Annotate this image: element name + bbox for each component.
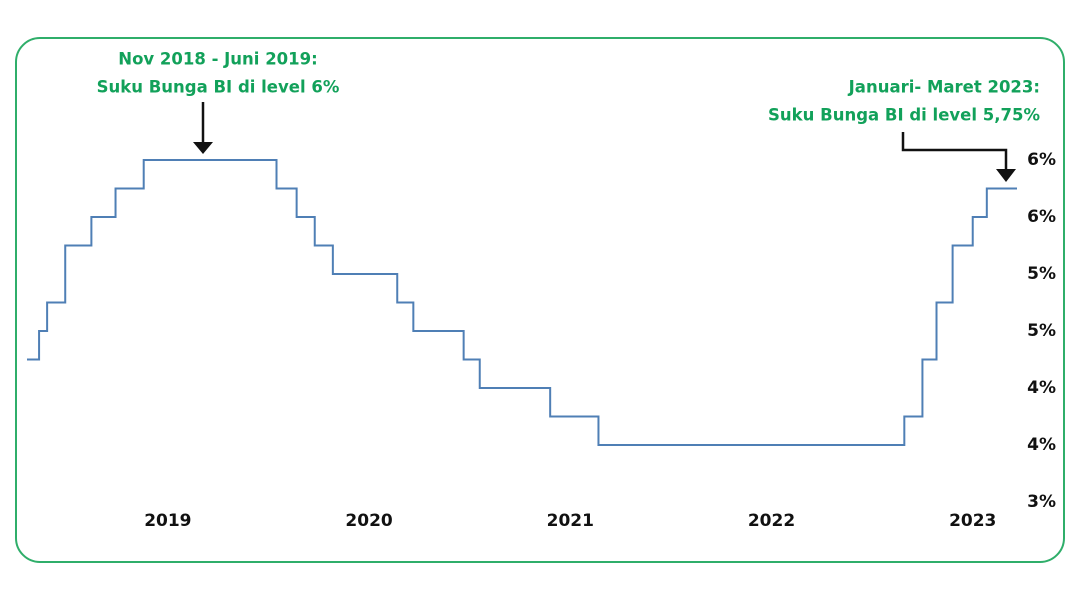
annotation: Nov 2018 - Juni 2019: (118, 50, 317, 69)
x-tick-label: 2023 (949, 511, 996, 531)
x-tick-label: 2020 (345, 511, 392, 531)
arrowhead (996, 169, 1016, 182)
x-tick-label: 2022 (748, 511, 795, 531)
y-tick-label: 3% (1027, 492, 1056, 512)
arrowhead (193, 142, 213, 154)
arrow (901, 132, 1008, 172)
chart-frame (15, 37, 1065, 563)
y-tick-label: 5% (1027, 264, 1056, 284)
annotations: Nov 2018 - Juni 2019: Suku Bunga BI di le… (97, 50, 1041, 125)
x-tick-label: 2019 (144, 511, 191, 531)
y-tick-label: 4% (1027, 378, 1056, 398)
y-tick-label: 6% (1027, 207, 1056, 227)
y-tick-label: 4% (1027, 435, 1056, 455)
annotation: Suku Bunga BI di level 6% (97, 78, 340, 97)
y-tick-label: 6% (1027, 150, 1056, 170)
line (27, 159, 1017, 446)
x-tick-label: 2021 (547, 511, 594, 531)
plot-area: 6% 6% 5% 5% 4% 4% 3% 2019 2020 2021 2022 2023 (27, 150, 1056, 531)
y-tick-label: 5% (1027, 321, 1056, 341)
annotation: Suku Bunga BI di level 5,75% (768, 106, 1040, 125)
annotation: Januari- Maret 2023: (848, 78, 1040, 97)
